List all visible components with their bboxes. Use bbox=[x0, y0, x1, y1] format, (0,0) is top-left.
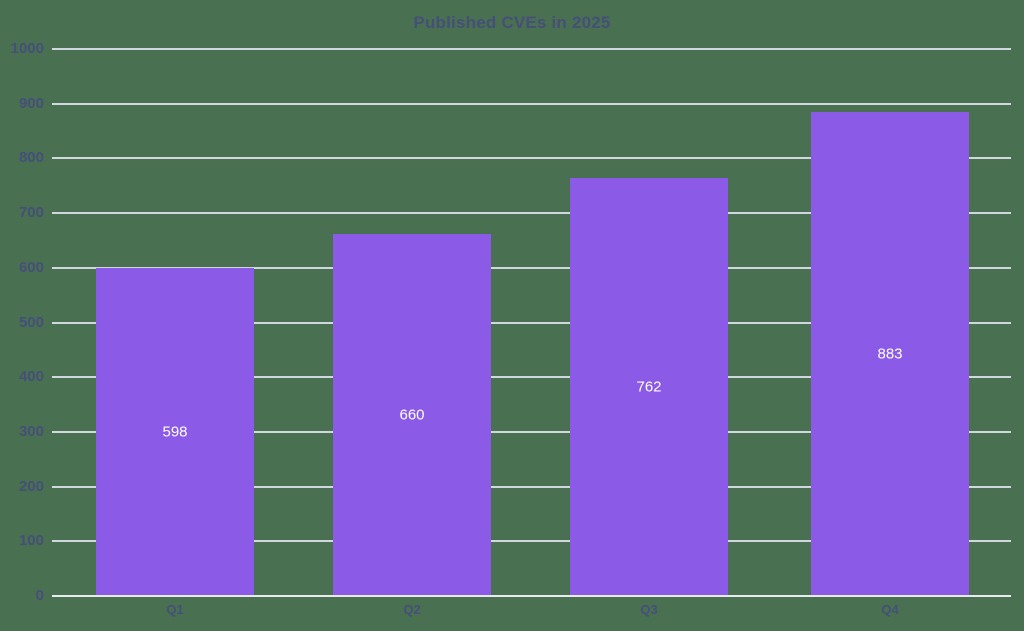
bar-q1: 598 bbox=[96, 268, 254, 595]
bar-value-label: 883 bbox=[877, 345, 903, 362]
gridline bbox=[52, 486, 1011, 488]
y-axis-tick-label: 0 bbox=[35, 587, 44, 604]
y-axis-tick-label: 900 bbox=[18, 95, 44, 112]
gridline bbox=[52, 212, 1011, 214]
y-axis-tick-label: 600 bbox=[18, 259, 44, 276]
bar-value-label: 598 bbox=[162, 423, 188, 440]
x-axis-line bbox=[52, 595, 1011, 597]
bar-q2: 660 bbox=[333, 234, 491, 595]
gridline bbox=[52, 267, 1011, 269]
y-axis-tick-label: 200 bbox=[18, 478, 44, 495]
gridline bbox=[52, 431, 1011, 433]
gridline bbox=[52, 322, 1011, 324]
y-axis-tick-label: 100 bbox=[18, 532, 44, 549]
bar-q3: 762 bbox=[570, 178, 728, 595]
gridline bbox=[52, 157, 1011, 159]
x-axis-tick-label: Q2 bbox=[403, 602, 421, 617]
x-axis-tick-label: Q1 bbox=[166, 602, 184, 617]
y-axis-tick-label: 400 bbox=[18, 368, 44, 385]
bar-q4: 883 bbox=[811, 112, 969, 595]
y-axis-tick-label: 300 bbox=[18, 423, 44, 440]
bar-value-label: 660 bbox=[399, 406, 425, 423]
gridline bbox=[52, 48, 1011, 50]
y-axis-tick-label: 700 bbox=[18, 204, 44, 221]
chart-title: Published CVEs in 2025 bbox=[413, 13, 611, 32]
y-axis-tick-label: 1000 bbox=[10, 40, 44, 57]
gridline bbox=[52, 540, 1011, 542]
bar-value-label: 762 bbox=[636, 378, 662, 395]
gridline bbox=[52, 376, 1011, 378]
y-axis-tick-label: 800 bbox=[18, 149, 44, 166]
x-axis-tick-label: Q4 bbox=[881, 602, 899, 617]
y-axis-tick-label: 500 bbox=[18, 314, 44, 331]
x-axis-tick-label: Q3 bbox=[640, 602, 658, 617]
gridline bbox=[52, 103, 1011, 105]
